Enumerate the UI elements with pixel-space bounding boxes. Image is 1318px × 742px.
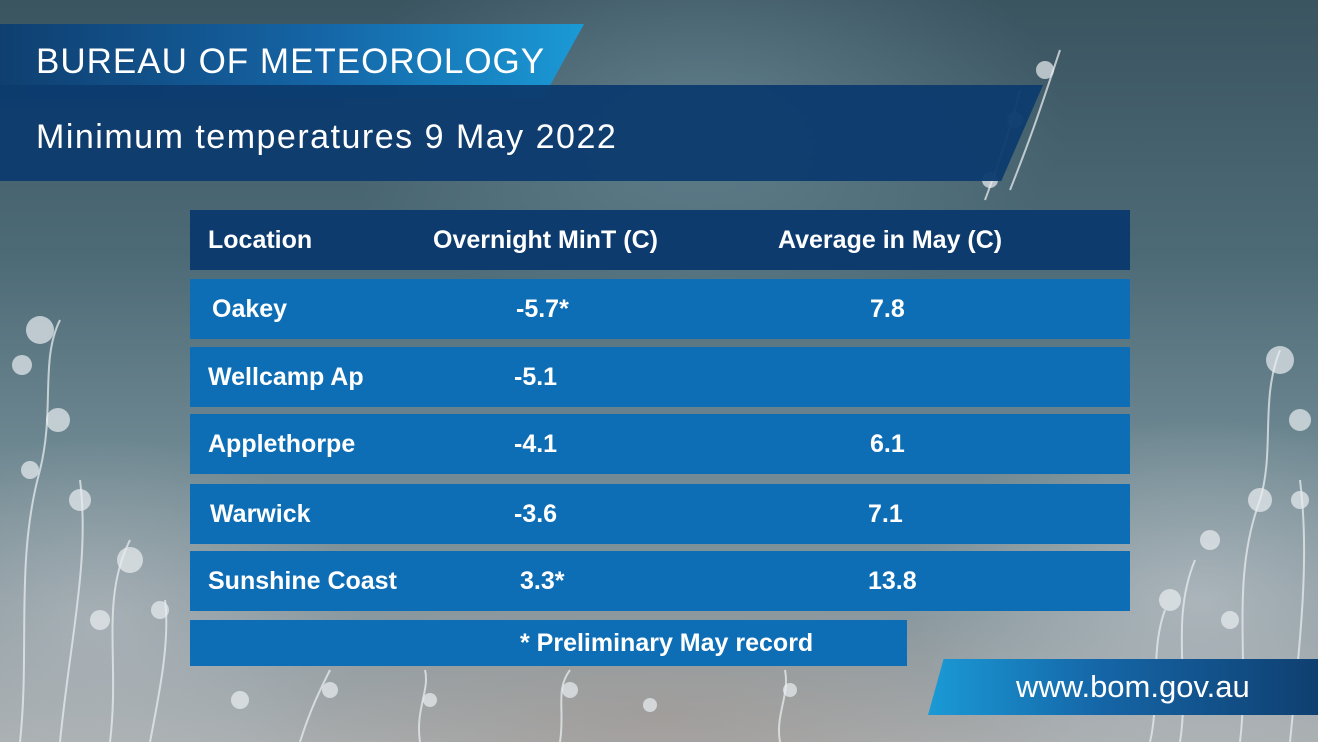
footnote-text: * Preliminary May record	[520, 629, 814, 657]
website-banner	[928, 659, 1318, 715]
min-temp-cell: -5.1	[514, 363, 558, 391]
table-row: Sunshine Coast 3.3* 13.8	[190, 551, 1130, 611]
avg-temp-cell: 13.8	[868, 567, 917, 595]
location-cell: Oakey	[212, 295, 288, 323]
title-banner	[0, 85, 1043, 181]
website-url: www.bom.gov.au	[1016, 669, 1250, 704]
brand-title: BUREAU OF METEOROLOGY	[36, 42, 546, 81]
table-row: Oakey -5.7* 7.8	[190, 279, 1130, 339]
min-temp-cell: -4.1	[514, 430, 558, 458]
avg-temp-cell: 7.8	[870, 295, 905, 323]
header-average-may: Average in May (C)	[778, 226, 1003, 254]
table-row: Applethorpe -4.1 6.1	[190, 414, 1130, 474]
location-cell: Sunshine Coast	[208, 567, 397, 595]
avg-temp-cell: 7.1	[868, 500, 903, 528]
page-title: Minimum temperatures 9 May 2022	[36, 118, 618, 156]
location-cell: Wellcamp Ap	[208, 363, 364, 391]
min-temp-cell: 3.3*	[520, 567, 565, 595]
header-location: Location	[208, 226, 313, 254]
table-row: Warwick -3.6 7.1	[190, 484, 1130, 544]
min-temp-cell: -5.7*	[516, 295, 569, 323]
table-row: Wellcamp Ap -5.1	[190, 347, 1130, 407]
header-overnight-min: Overnight MinT (C)	[433, 226, 658, 254]
avg-temp-cell: 6.1	[870, 430, 905, 458]
table-header: Location Overnight MinT (C) Average in M…	[190, 210, 1130, 270]
location-cell: Applethorpe	[208, 430, 356, 458]
min-temp-cell: -3.6	[514, 500, 558, 528]
location-cell: Warwick	[210, 500, 311, 528]
footnote-banner: * Preliminary May record	[190, 620, 907, 666]
